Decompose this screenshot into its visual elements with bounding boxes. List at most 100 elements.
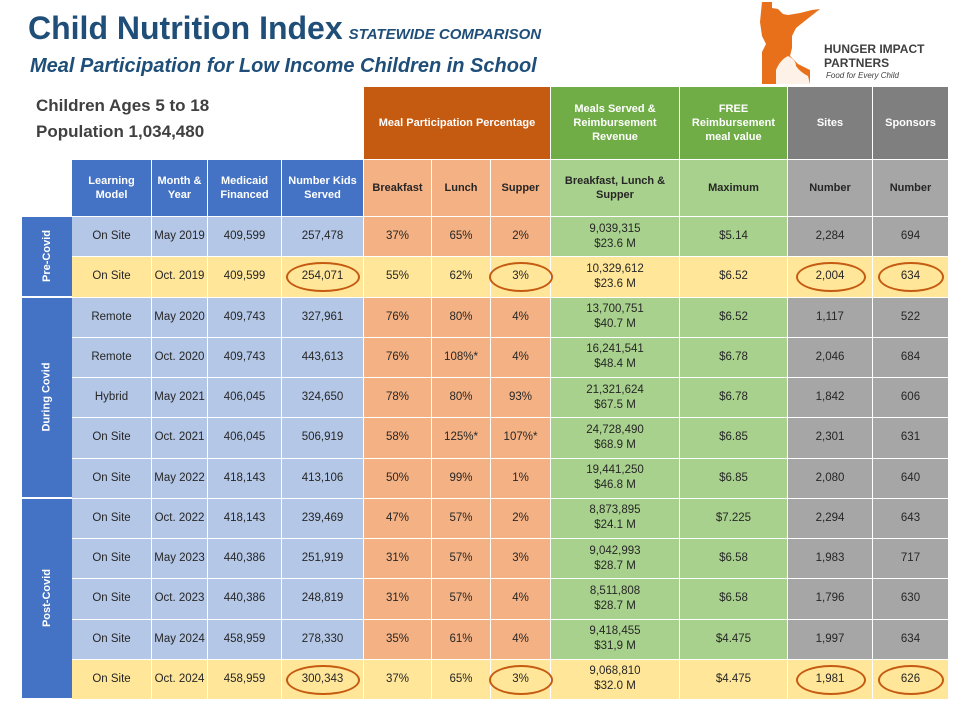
cell-month-year-text: Oct. 2024 — [154, 672, 205, 685]
cell-maximum: $5.14 — [680, 217, 788, 258]
cell-supper: 107%* — [491, 418, 551, 459]
period-label-text: During Covid — [41, 362, 53, 432]
title-sub: STATEWIDE COMPARISON — [348, 26, 542, 43]
cell-lunch-text: 57% — [449, 552, 473, 565]
cell-meals-revenue-secondary: $28.7 M — [594, 559, 636, 572]
cell-sites-text: 2,046 — [815, 350, 845, 363]
cell-supper-text: 2% — [512, 230, 529, 243]
cell-medicaid: 409,743 — [208, 297, 282, 338]
cell-learning-model: Remote — [72, 297, 152, 338]
cell-meals-revenue: 21,321,624 $67.5 M — [551, 378, 680, 419]
cell-sites-text: 1,997 — [815, 632, 845, 645]
cell-breakfast: 78% — [364, 378, 432, 419]
cell-kids-served-text: 324,650 — [301, 391, 344, 404]
cell-meals-revenue: 9,039,315 $23.6 M — [551, 217, 680, 258]
cell-lunch-text: 99% — [449, 471, 473, 484]
cell-sites: 2,301 — [788, 418, 873, 459]
cell-meals-revenue-primary: 9,039,315 — [589, 222, 641, 235]
cell-lunch: 125%* — [432, 418, 491, 459]
cell-learning-model: Hybrid — [72, 378, 152, 419]
column-header-breakfast-lunch-supper: Breakfast, Lunch & Supper — [551, 160, 680, 217]
cell-learning-model-text: On Site — [92, 230, 131, 243]
cell-lunch: 108%* — [432, 337, 491, 378]
cell-supper-text: 1% — [512, 471, 529, 484]
cell-lunch: 57% — [432, 579, 491, 620]
cell-learning-model-text: On Site — [92, 592, 131, 605]
cell-lunch: 99% — [432, 458, 491, 499]
cell-meals-revenue-secondary: $68.9 M — [594, 438, 636, 451]
cell-learning-model-text: On Site — [92, 632, 131, 645]
cell-sites: 1,981 — [788, 659, 873, 700]
cell-breakfast: 50% — [364, 458, 432, 499]
cell-meals-revenue-secondary: $31,9 M — [594, 640, 636, 653]
cell-kids-served-text: 443,613 — [301, 350, 344, 363]
cell-meals-revenue-secondary: $40.7 M — [594, 318, 636, 331]
cell-sponsors-text: 630 — [900, 592, 921, 605]
cell-learning-model: On Site — [72, 458, 152, 499]
cell-sites: 1,117 — [788, 297, 873, 338]
cell-meals-revenue: 9,418,455 $31,9 M — [551, 619, 680, 660]
cell-lunch-text: 80% — [449, 391, 473, 404]
cell-sponsors-text: 640 — [900, 471, 921, 484]
group-header-meal-participation: Meal Participation Percentage — [364, 87, 551, 160]
column-header-breakfast: Breakfast — [364, 160, 432, 217]
column-header-month-year: Month & Year — [152, 160, 208, 217]
cell-month-year-text: May 2019 — [154, 230, 205, 243]
cell-sponsors-text: 717 — [900, 552, 921, 565]
cell-breakfast-text: 31% — [385, 592, 410, 605]
cell-learning-model: On Site — [72, 659, 152, 700]
cell-kids-served: 324,650 — [282, 378, 364, 419]
cell-learning-model-text: Remote — [91, 350, 132, 363]
cell-learning-model-text: On Site — [92, 471, 131, 484]
cell-sponsors: 634 — [873, 619, 949, 660]
cell-month-year-text: Oct. 2021 — [154, 431, 205, 444]
cell-sites-text: 1,796 — [815, 592, 845, 605]
cell-lunch: 65% — [432, 217, 491, 258]
group-header-sites: Sites — [788, 87, 873, 160]
cell-maximum: $6.78 — [680, 337, 788, 378]
cell-sponsors: 631 — [873, 418, 949, 459]
cell-sponsors-text: 606 — [900, 391, 921, 404]
cell-kids-served-text: 327,961 — [301, 310, 344, 323]
column-header-supper: Supper — [491, 160, 551, 217]
cell-supper-text: 2% — [512, 511, 529, 524]
cell-breakfast-text: 58% — [385, 431, 410, 444]
cell-medicaid-text: 440,386 — [223, 592, 266, 605]
cell-learning-model: On Site — [72, 579, 152, 620]
cell-breakfast-text: 47% — [385, 511, 410, 524]
cell-sites-text: 1,981 — [815, 672, 845, 685]
cell-month-year-text: Oct. 2022 — [154, 511, 205, 524]
cell-maximum-text: $7.225 — [715, 511, 752, 524]
cell-maximum: $7.225 — [680, 498, 788, 539]
cell-kids-served-text: 413,106 — [301, 471, 344, 484]
cell-breakfast: 76% — [364, 297, 432, 338]
cell-breakfast: 37% — [364, 659, 432, 700]
cell-medicaid-text: 406,045 — [223, 391, 266, 404]
group-header-sponsors: Sponsors — [873, 87, 949, 160]
cell-kids-served-text: 251,919 — [301, 552, 344, 565]
cell-meals-revenue-primary: 8,511,808 — [589, 584, 641, 597]
cell-supper: 93% — [491, 378, 551, 419]
cell-kids-served: 254,071 — [282, 257, 364, 298]
cell-meals-revenue-primary: 16,241,541 — [586, 343, 644, 356]
cell-meals-revenue-secondary: $23.6 M — [594, 277, 636, 290]
cell-supper: 4% — [491, 619, 551, 660]
cell-month-year: Oct. 2023 — [152, 579, 208, 620]
cell-breakfast-text: 31% — [385, 552, 410, 565]
cell-kids-served: 248,819 — [282, 579, 364, 620]
cell-medicaid: 440,386 — [208, 539, 282, 580]
cell-breakfast: 37% — [364, 217, 432, 258]
cell-maximum: $4.475 — [680, 619, 788, 660]
cell-breakfast-text: 37% — [385, 230, 410, 243]
cell-supper-text: 4% — [512, 632, 529, 645]
cell-sponsors: 522 — [873, 297, 949, 338]
group-header-meals-served-text: Meals Served & Reimbursement Revenue — [573, 102, 657, 144]
cell-kids-served: 251,919 — [282, 539, 364, 580]
cell-maximum-text: $6.58 — [719, 592, 748, 605]
cell-medicaid: 418,143 — [208, 498, 282, 539]
cell-kids-served-text: 257,478 — [301, 230, 344, 243]
cell-supper-text: 3% — [512, 270, 529, 283]
period-label-pre-covid: Pre-Covid — [22, 217, 72, 298]
cell-month-year: May 2021 — [152, 378, 208, 419]
cell-meals-revenue-primary: 9,068,810 — [589, 665, 641, 678]
